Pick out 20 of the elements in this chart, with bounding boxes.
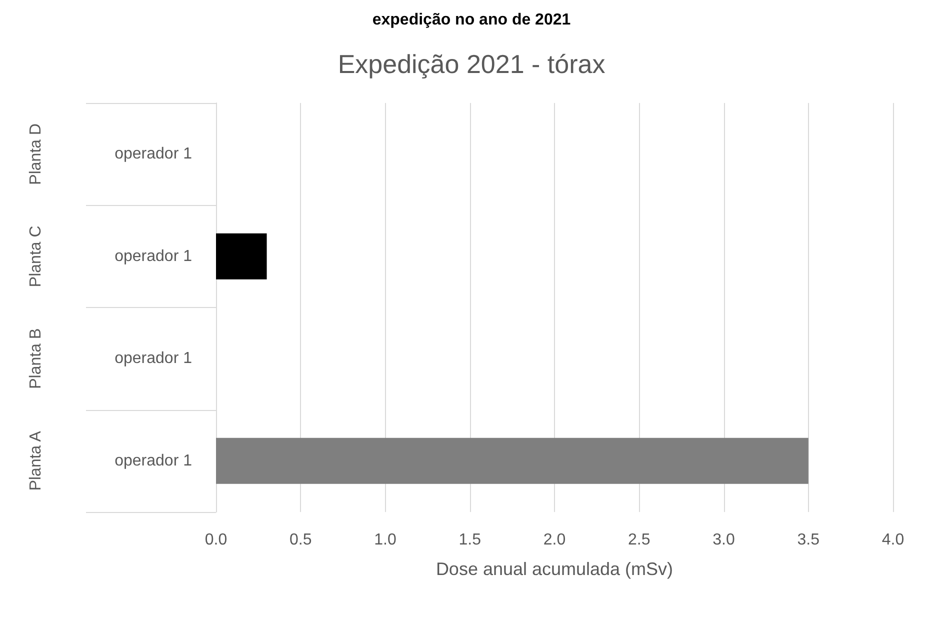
- x-tick-label: 1.5: [458, 532, 482, 548]
- text: Planta B: [28, 328, 44, 389]
- chart-title: Expedição 2021 - tórax: [338, 49, 606, 79]
- y-tick-label: operador 1: [114, 146, 192, 163]
- x-tick-label: 4.0: [882, 532, 904, 548]
- text: Planta D: [28, 123, 44, 185]
- x-axis-title: Dose anual acumulada (mSv): [436, 559, 674, 579]
- x-tick-label: 3.5: [797, 532, 820, 548]
- y-tick-label: operador 1: [114, 452, 192, 470]
- y-tick-label: operador 1: [114, 350, 192, 368]
- text: Planta C: [28, 226, 44, 288]
- text: expedição no ano de 2021: [372, 12, 571, 28]
- x-tick-label: 0.5: [290, 532, 312, 548]
- x-tick-label: 2.0: [543, 532, 566, 548]
- x-tick-label: 0.0: [204, 532, 228, 548]
- y-tick-label: operador 1: [114, 248, 192, 265]
- x-tick-label: 3.0: [712, 532, 735, 548]
- x-tick-label: 2.5: [628, 532, 650, 548]
- x-tick-label: 1.0: [374, 532, 396, 548]
- text: Planta A: [28, 430, 44, 491]
